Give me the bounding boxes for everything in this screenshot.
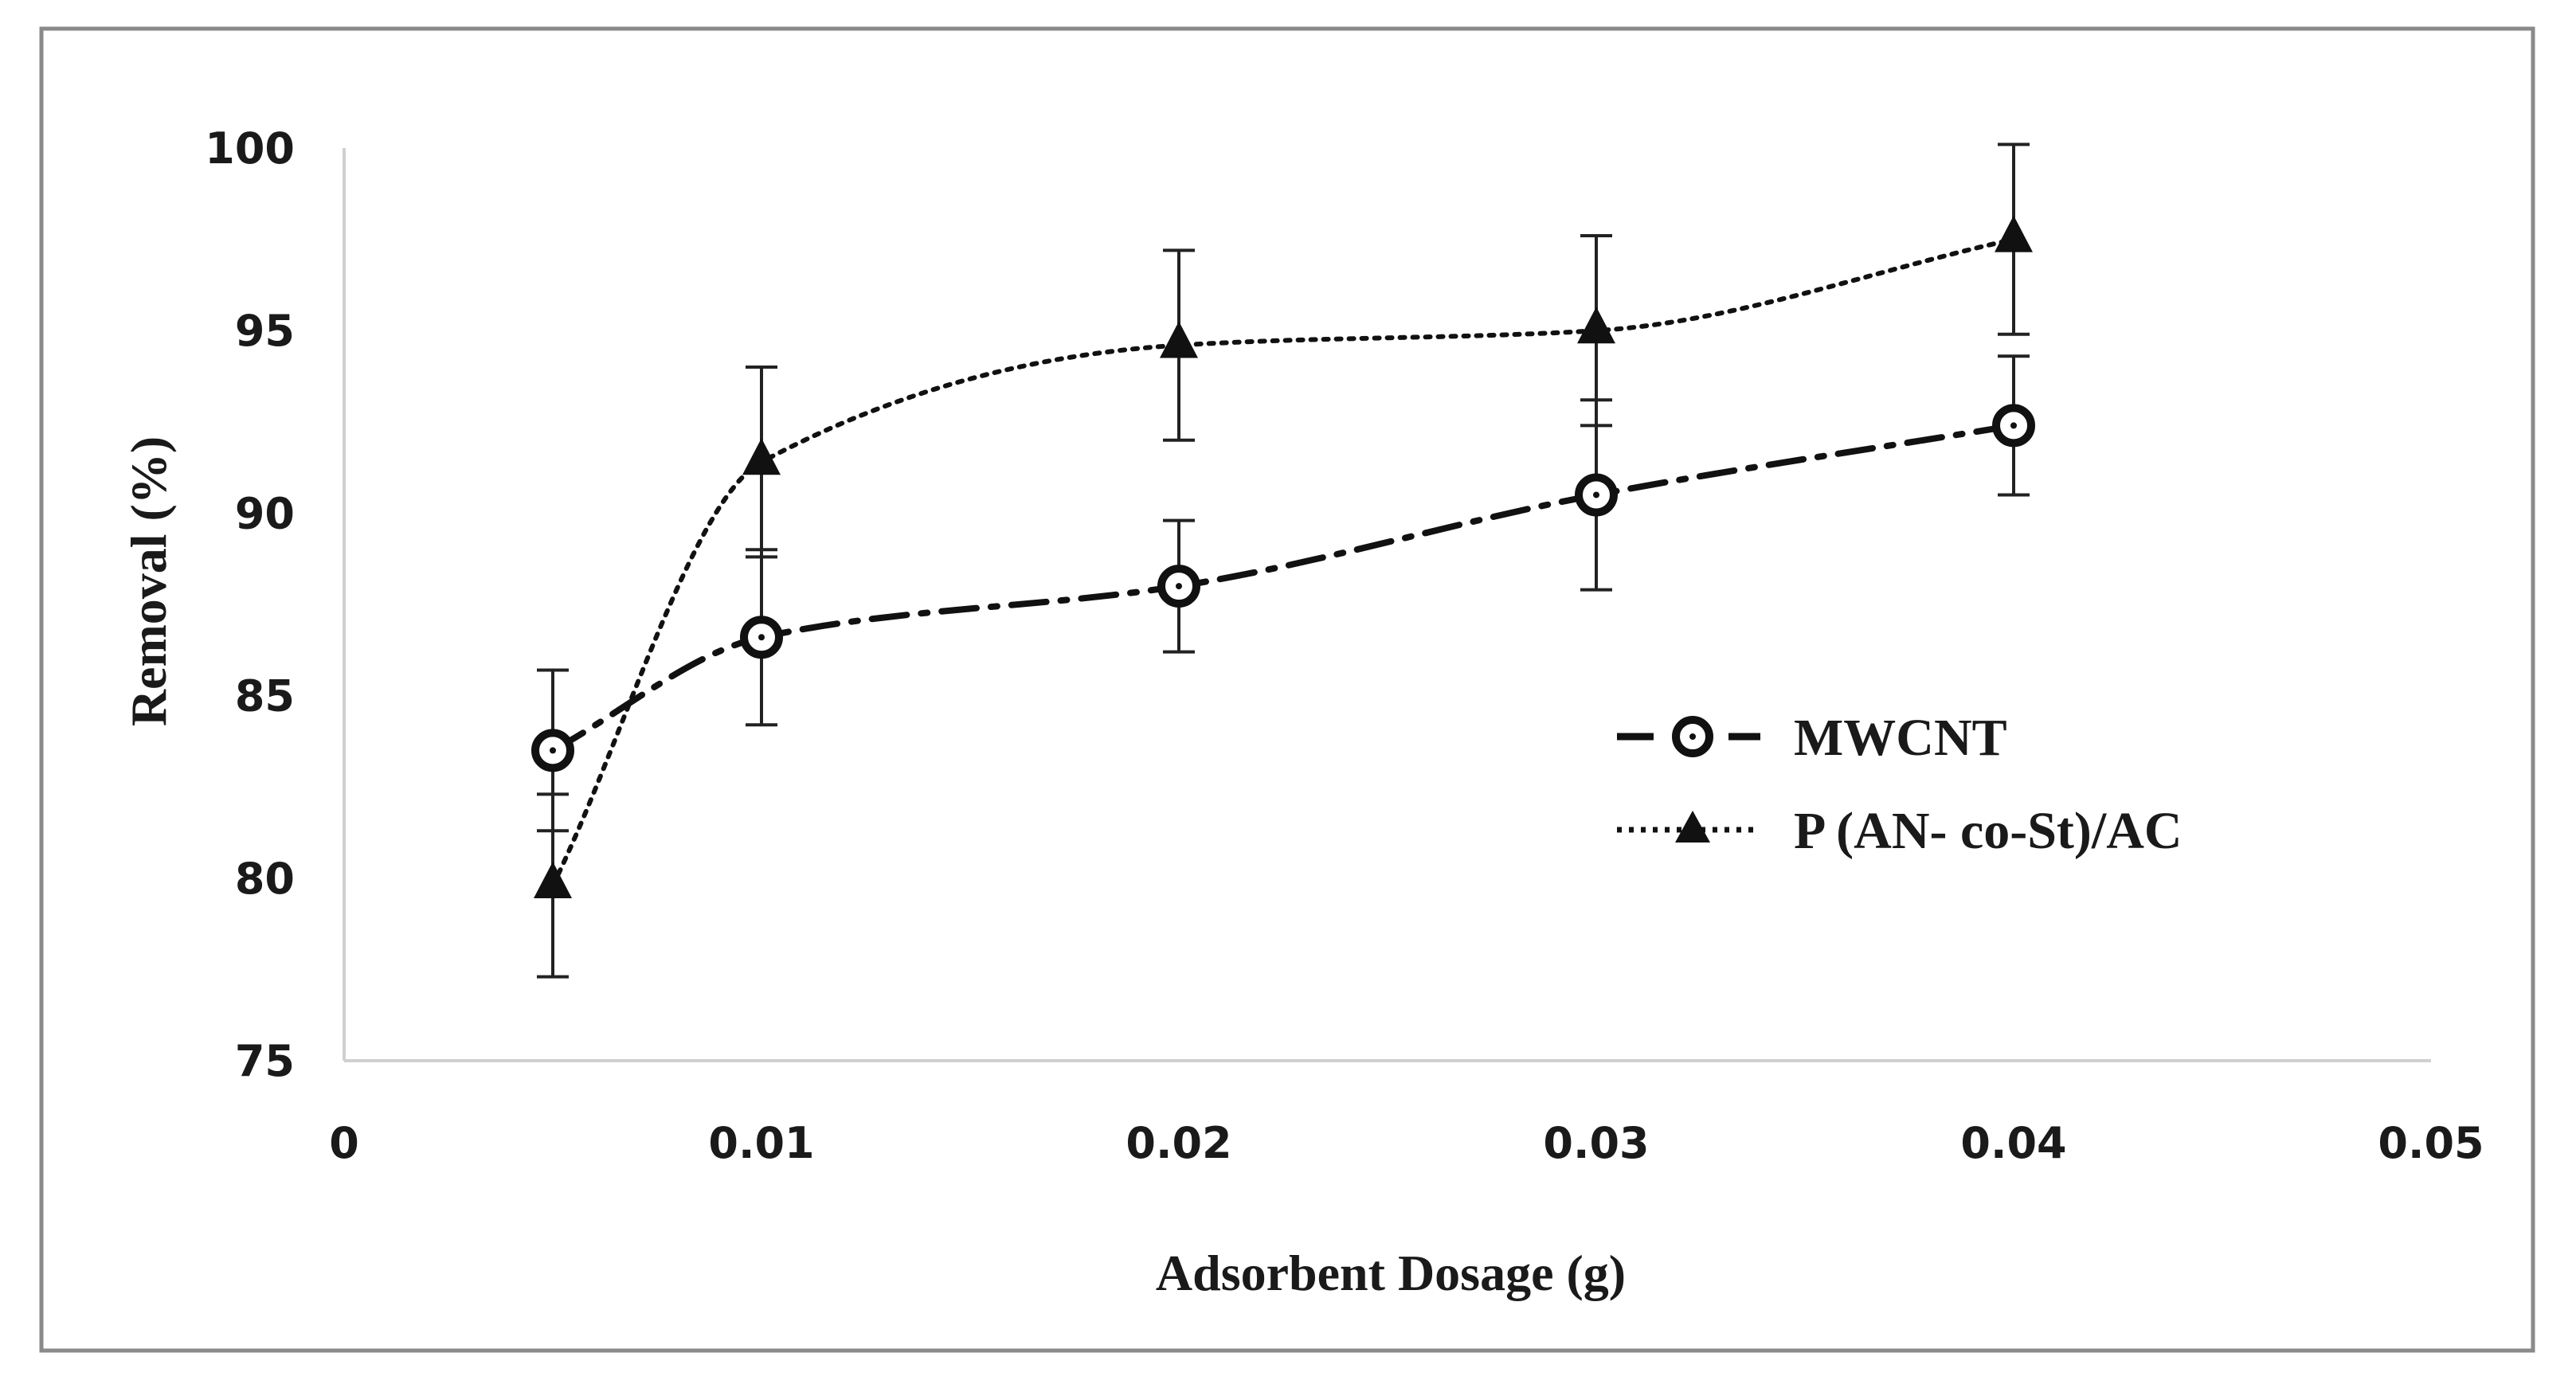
data-point-mwcnt	[1157, 565, 1200, 608]
series-line-pan-co-st-ac	[550, 237, 2016, 888]
y-tick-label: 75	[235, 1036, 295, 1086]
data-point-mwcnt	[1575, 473, 1618, 517]
data-point-pan-co-st-ac	[534, 861, 572, 898]
data-point-mwcnt	[531, 729, 574, 772]
data-point-pan-co-st-ac	[742, 438, 781, 475]
x-tick-label: 0.03	[1543, 1118, 1649, 1168]
legend-item-pan-co-st-ac: P (AN- co-St)/AC	[1617, 802, 2183, 860]
y-tick-label: 85	[235, 671, 295, 721]
data-markers	[531, 215, 2035, 898]
x-tick-labels: 0 0.01 0.02 0.03 0.04 0.05	[329, 1118, 2484, 1168]
x-tick-label: 0	[329, 1118, 359, 1168]
y-tick-label: 80	[235, 854, 295, 904]
legend-marker-triangle	[1675, 811, 1710, 843]
y-tick-label: 90	[235, 488, 295, 538]
x-axis-title: Adsorbent Dosage (g)	[1156, 1245, 1626, 1301]
series-line-mwcnt	[550, 422, 2017, 754]
legend: MWCNT P (AN- co-St)/AC	[1617, 709, 2183, 860]
data-point-pan-co-st-ac	[1577, 307, 1615, 344]
legend-label-pan-co-st-ac: P (AN- co-St)/AC	[1794, 802, 2183, 860]
legend-marker-circle-dot	[1689, 733, 1696, 740]
series-lines	[550, 237, 2017, 888]
data-point-mwcnt	[740, 616, 783, 659]
y-tick-label: 95	[235, 306, 295, 356]
chart-frame	[39, 26, 2535, 1353]
data-point-pan-co-st-ac	[1995, 215, 2033, 252]
data-point-mwcnt	[1992, 404, 2035, 448]
legend-label-mwcnt: MWCNT	[1794, 709, 2007, 767]
y-tick-label: 100	[205, 123, 295, 174]
x-tick-label: 0.02	[1126, 1118, 1231, 1168]
y-tick-labels: 75 80 85 90 95 100	[205, 123, 295, 1086]
y-axis-title: Removal (%)	[120, 436, 177, 726]
axes	[343, 148, 2431, 1062]
data-point-pan-co-st-ac	[1160, 321, 1198, 358]
x-tick-label: 0.05	[2378, 1118, 2484, 1168]
x-tick-label: 0.04	[1960, 1118, 2066, 1168]
legend-item-mwcnt: MWCNT	[1617, 709, 2007, 767]
x-tick-label: 0.01	[708, 1118, 814, 1168]
